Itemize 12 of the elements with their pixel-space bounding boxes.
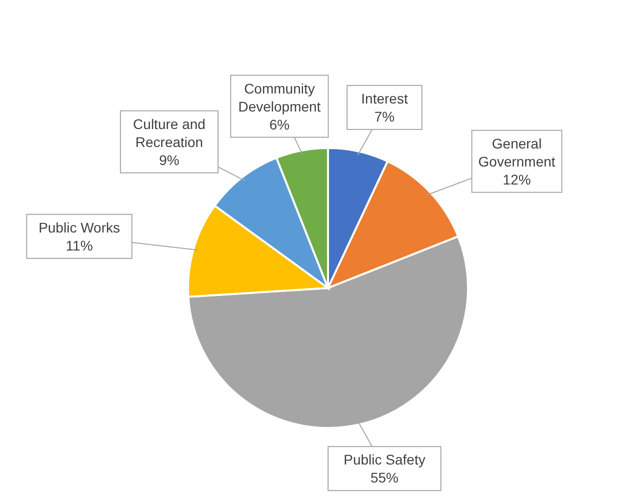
data-label: 11% — [66, 237, 93, 254]
slice-label: Culture and Recreation — [133, 116, 206, 150]
data-label: 7% — [374, 108, 395, 124]
slice-label: Community Development — [238, 80, 321, 114]
slice-label: Public Safety — [344, 452, 426, 468]
data-label: 9% — [159, 152, 180, 168]
data-label: 55% — [370, 470, 399, 486]
slice-label: General Government — [478, 135, 556, 170]
slice-label: Public Works — [38, 219, 120, 236]
data-label: 6% — [269, 116, 290, 132]
slice-label: Interest — [361, 90, 408, 106]
data-label: 12% — [502, 171, 531, 188]
